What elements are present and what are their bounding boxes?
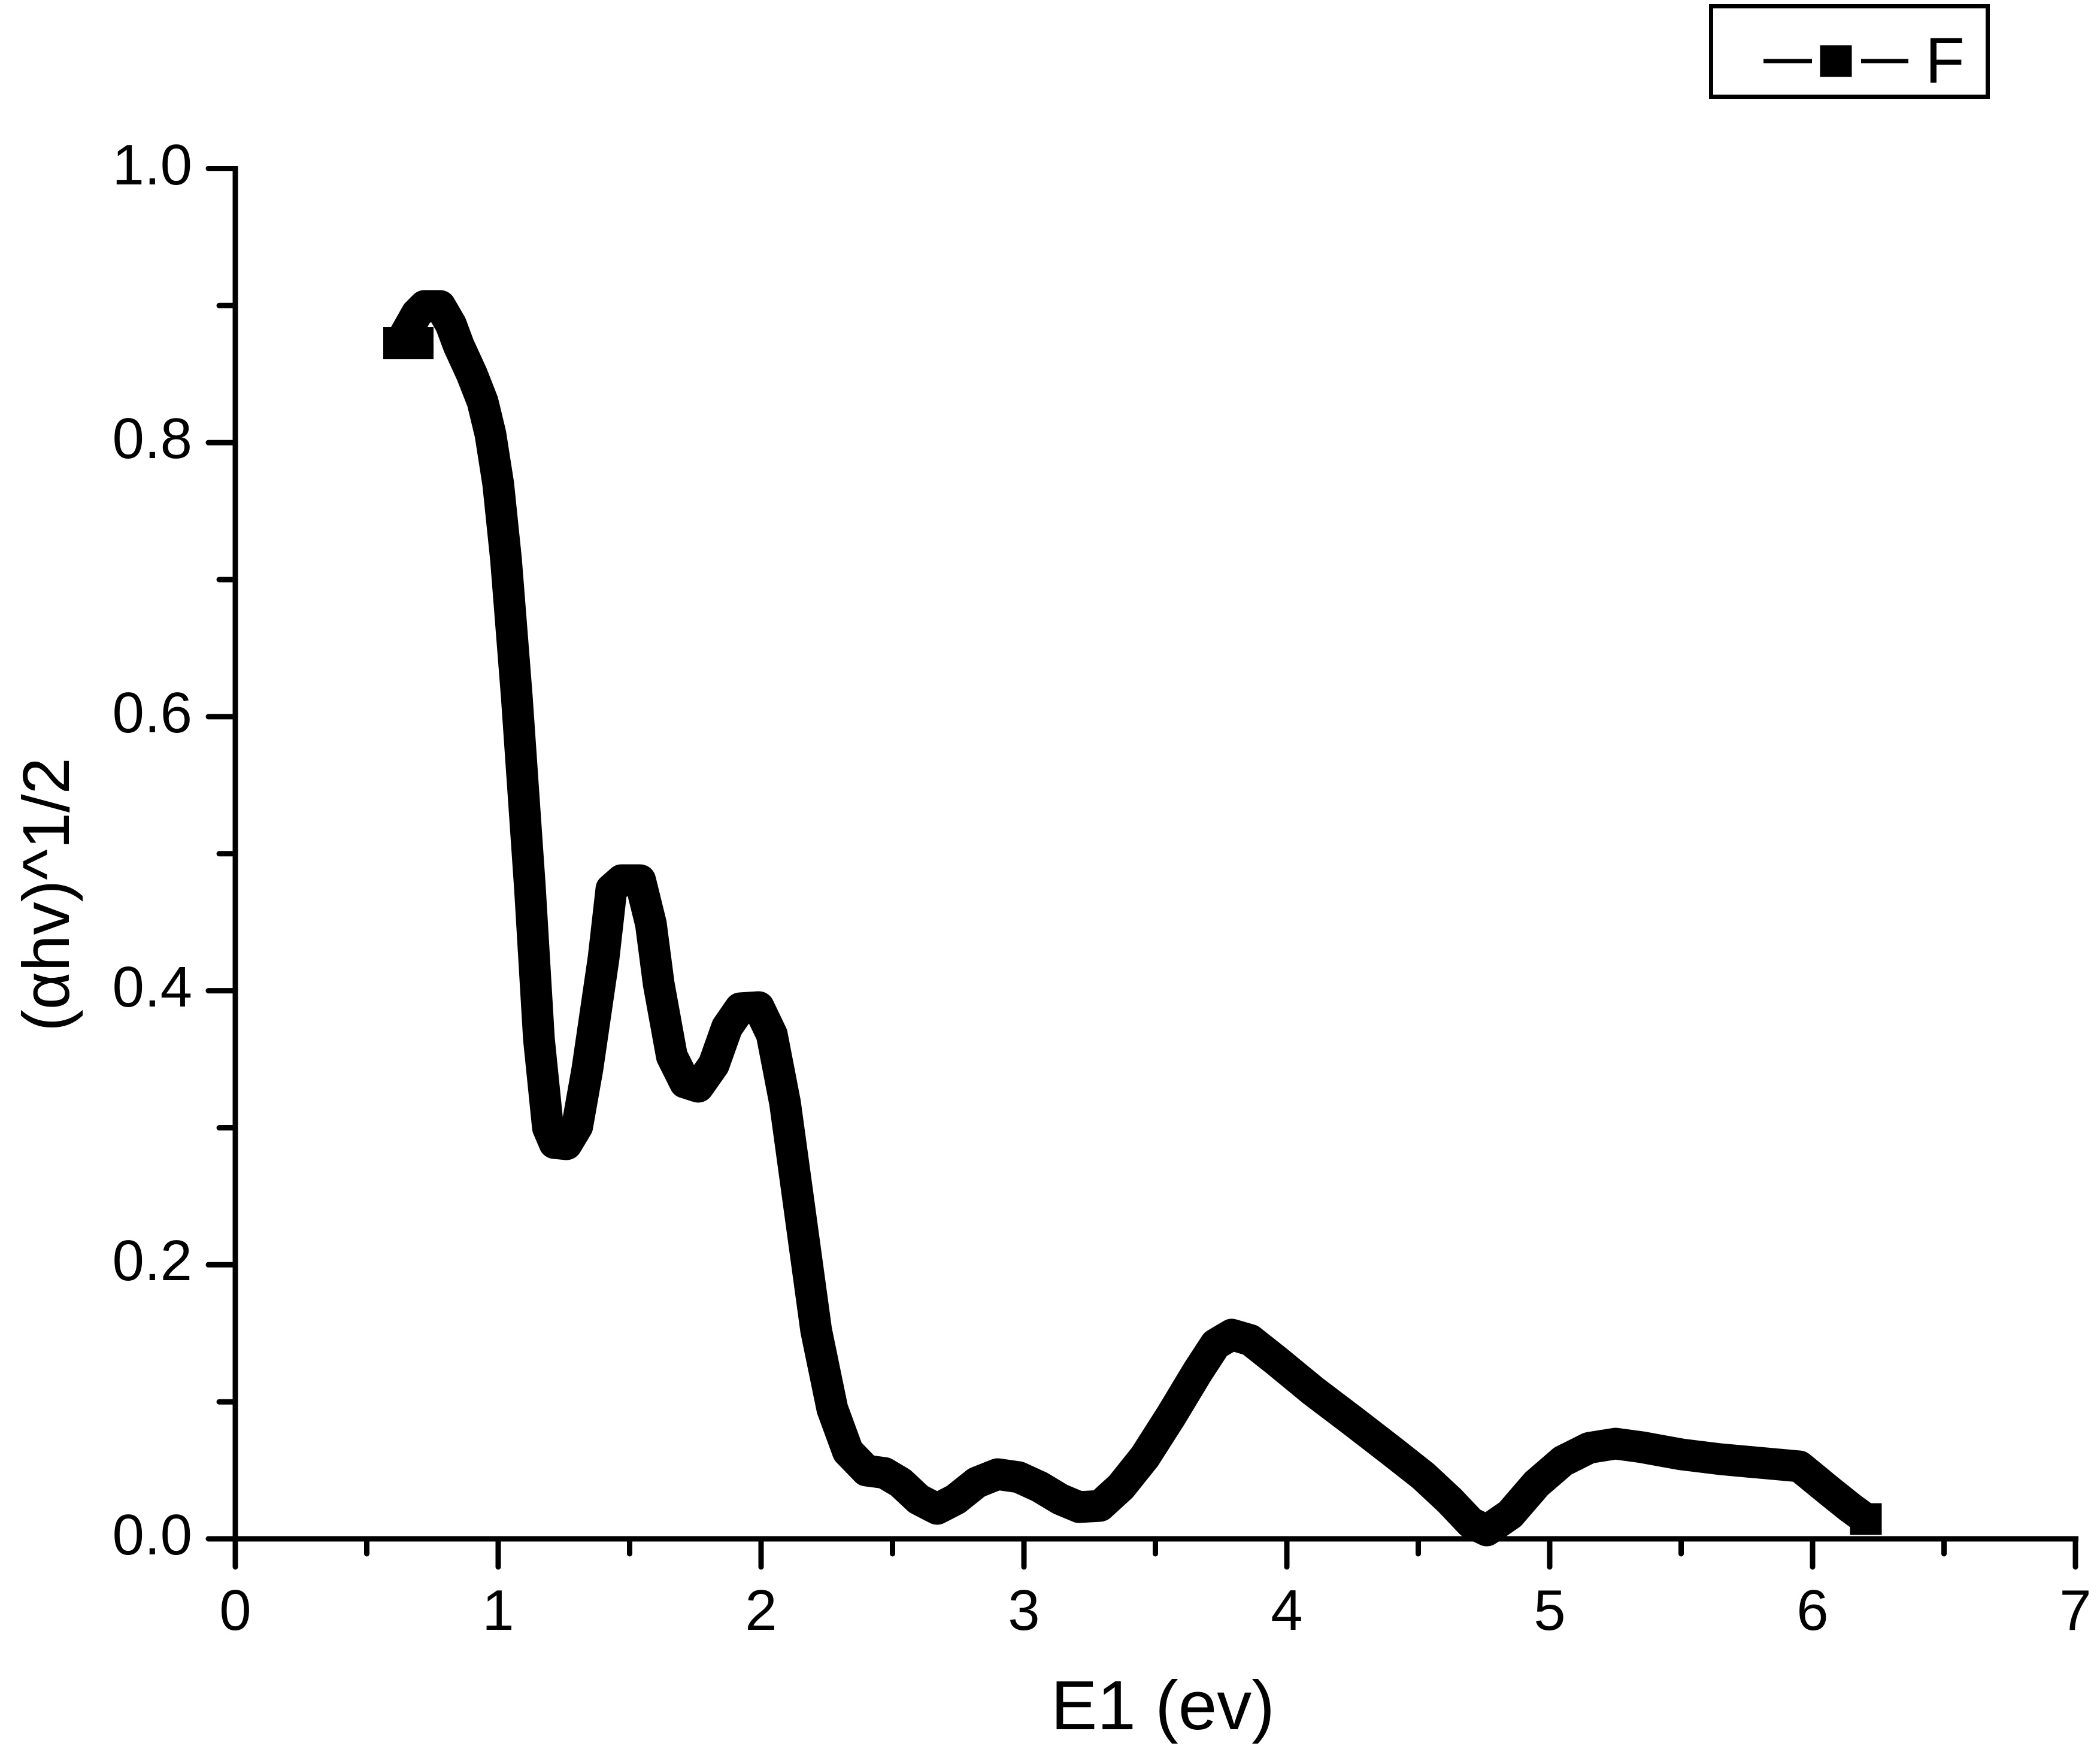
svg-text:0.4: 0.4 (113, 955, 192, 1019)
svg-text:4: 4 (1271, 1578, 1302, 1642)
svg-text:E1 (ev): E1 (ev) (1051, 1666, 1275, 1744)
svg-text:2: 2 (745, 1578, 777, 1642)
svg-text:0.0: 0.0 (113, 1503, 192, 1567)
svg-text:1: 1 (482, 1578, 514, 1642)
svg-text:0.2: 0.2 (113, 1229, 192, 1293)
svg-text:3: 3 (1008, 1578, 1040, 1642)
svg-text:F: F (1925, 24, 1965, 96)
svg-text:0: 0 (219, 1578, 251, 1642)
svg-text:0.6: 0.6 (113, 681, 192, 745)
svg-text:(αhv)^1/2: (αhv)^1/2 (10, 757, 83, 1032)
svg-text:5: 5 (1534, 1578, 1565, 1642)
svg-text:1.0: 1.0 (113, 133, 192, 197)
svg-text:7: 7 (2059, 1578, 2091, 1642)
svg-text:6: 6 (1796, 1578, 1828, 1642)
svg-text:0.8: 0.8 (113, 407, 192, 471)
